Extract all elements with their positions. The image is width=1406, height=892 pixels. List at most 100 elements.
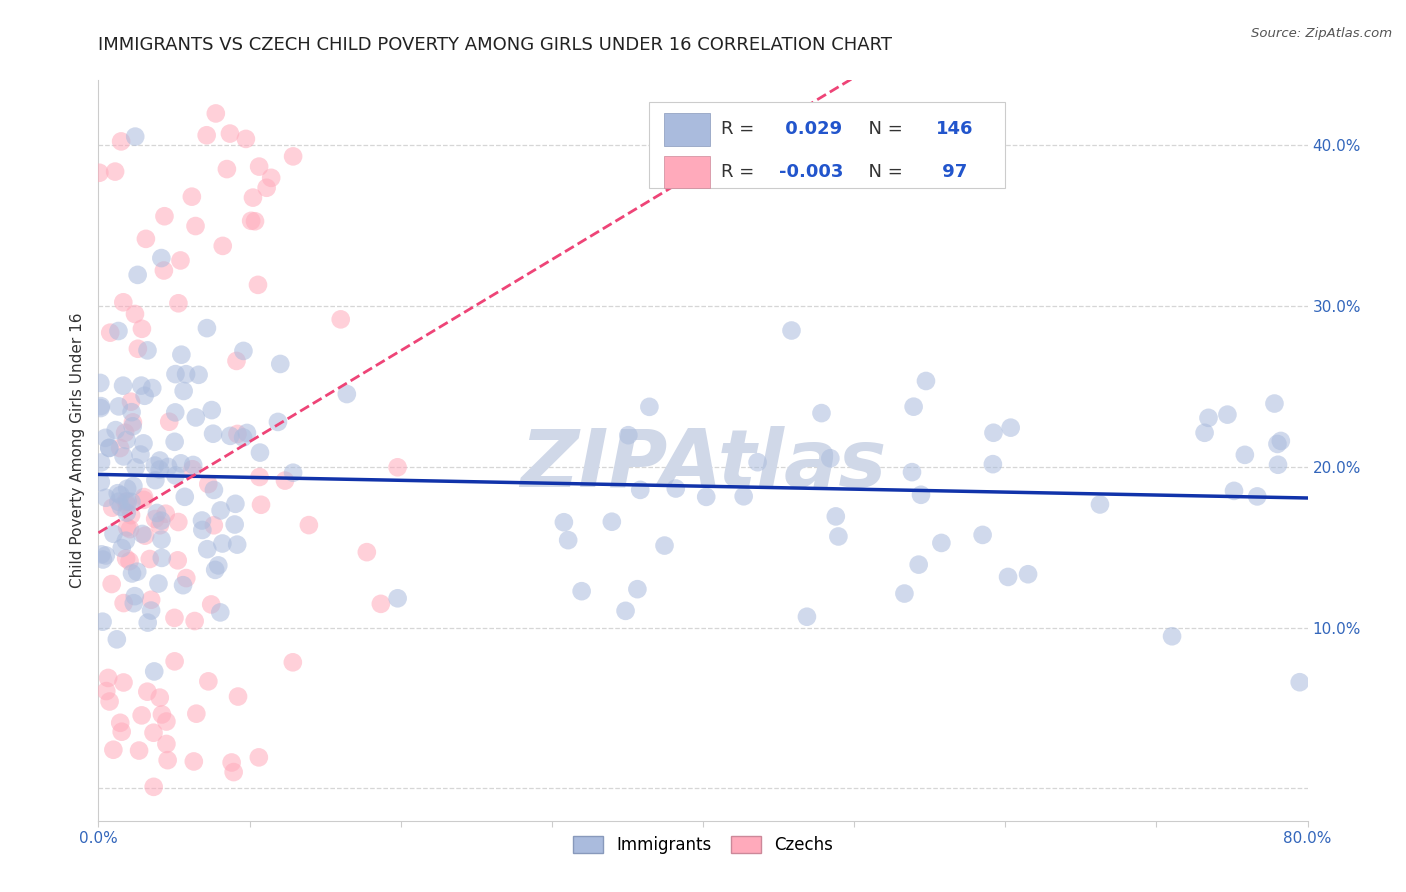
Point bbox=[150, 251, 173, 265]
Point bbox=[173, 384, 195, 398]
Point bbox=[120, 508, 142, 523]
Legend: Immigrants, Czechs: Immigrants, Czechs bbox=[567, 829, 839, 861]
Point bbox=[204, 563, 226, 577]
Point bbox=[1263, 396, 1285, 410]
Point bbox=[107, 494, 129, 508]
Point bbox=[100, 577, 122, 591]
Point bbox=[191, 514, 214, 528]
Point bbox=[136, 615, 159, 630]
Point bbox=[105, 632, 128, 647]
Point bbox=[195, 542, 218, 557]
Point bbox=[90, 455, 112, 469]
Point bbox=[810, 406, 832, 420]
Point bbox=[983, 425, 1005, 440]
Point bbox=[114, 494, 136, 508]
Point bbox=[269, 357, 291, 371]
Point bbox=[111, 541, 134, 555]
Text: N =: N = bbox=[856, 120, 908, 138]
Point bbox=[1088, 498, 1111, 512]
Point bbox=[127, 565, 149, 579]
Point bbox=[170, 456, 193, 470]
Point bbox=[1223, 483, 1246, 498]
Point bbox=[224, 497, 246, 511]
Point bbox=[202, 426, 225, 441]
Point bbox=[910, 488, 932, 502]
Point bbox=[202, 518, 225, 533]
Point bbox=[654, 539, 676, 553]
Point bbox=[101, 500, 124, 515]
Point bbox=[281, 149, 304, 163]
Point bbox=[1288, 675, 1310, 690]
Point bbox=[824, 509, 846, 524]
Point bbox=[827, 529, 849, 543]
Point bbox=[115, 433, 138, 447]
Point bbox=[89, 166, 111, 180]
Point bbox=[111, 724, 134, 739]
Point bbox=[165, 405, 187, 419]
Point bbox=[132, 490, 155, 504]
Point bbox=[197, 477, 219, 491]
Point bbox=[149, 690, 172, 705]
Point bbox=[112, 295, 135, 310]
Point bbox=[197, 674, 219, 689]
Point bbox=[256, 181, 278, 195]
Point bbox=[129, 378, 152, 392]
Text: 0.029: 0.029 bbox=[779, 120, 842, 138]
Point bbox=[127, 268, 149, 282]
Point bbox=[1017, 567, 1039, 582]
Point bbox=[157, 459, 180, 474]
Point bbox=[107, 486, 129, 500]
Point bbox=[281, 466, 304, 480]
Point bbox=[195, 321, 218, 335]
Point bbox=[903, 400, 925, 414]
Point bbox=[165, 468, 187, 483]
Point bbox=[225, 354, 247, 368]
Point bbox=[91, 552, 114, 566]
Point bbox=[110, 488, 132, 502]
Point bbox=[274, 474, 297, 488]
Point bbox=[166, 553, 188, 567]
Point bbox=[617, 428, 640, 442]
Point bbox=[115, 498, 138, 512]
Point bbox=[91, 615, 114, 629]
Point bbox=[247, 160, 270, 174]
Point bbox=[114, 425, 136, 440]
Point bbox=[202, 483, 225, 497]
Point bbox=[90, 401, 112, 415]
Point bbox=[553, 515, 575, 529]
Point bbox=[110, 500, 132, 514]
Point bbox=[131, 322, 153, 336]
Point bbox=[209, 503, 232, 517]
Point bbox=[186, 706, 208, 721]
Point bbox=[796, 609, 818, 624]
Point bbox=[1194, 425, 1216, 440]
Point bbox=[143, 512, 166, 526]
Text: N =: N = bbox=[856, 163, 908, 181]
Point bbox=[98, 441, 121, 455]
Point bbox=[134, 529, 156, 543]
Point bbox=[149, 462, 172, 476]
Point bbox=[90, 548, 112, 562]
Point bbox=[107, 400, 129, 414]
Point bbox=[638, 400, 661, 414]
Point bbox=[893, 586, 915, 600]
Text: IMMIGRANTS VS CZECH CHILD POVERTY AMONG GIRLS UNDER 16 CORRELATION CHART: IMMIGRANTS VS CZECH CHILD POVERTY AMONG … bbox=[98, 36, 893, 54]
Point bbox=[90, 475, 112, 489]
Point bbox=[98, 441, 121, 455]
Point bbox=[157, 415, 180, 429]
Point bbox=[180, 189, 202, 203]
Point bbox=[626, 582, 648, 597]
Point bbox=[183, 614, 205, 628]
Point bbox=[915, 374, 938, 388]
Point bbox=[1246, 490, 1268, 504]
Point bbox=[97, 671, 120, 685]
Point bbox=[163, 611, 186, 625]
Point bbox=[370, 597, 392, 611]
Point bbox=[96, 684, 118, 698]
Point bbox=[780, 324, 803, 338]
Point bbox=[232, 343, 254, 358]
Point bbox=[1267, 458, 1289, 472]
Point bbox=[107, 324, 129, 338]
Point bbox=[169, 253, 191, 268]
Point bbox=[226, 426, 249, 441]
